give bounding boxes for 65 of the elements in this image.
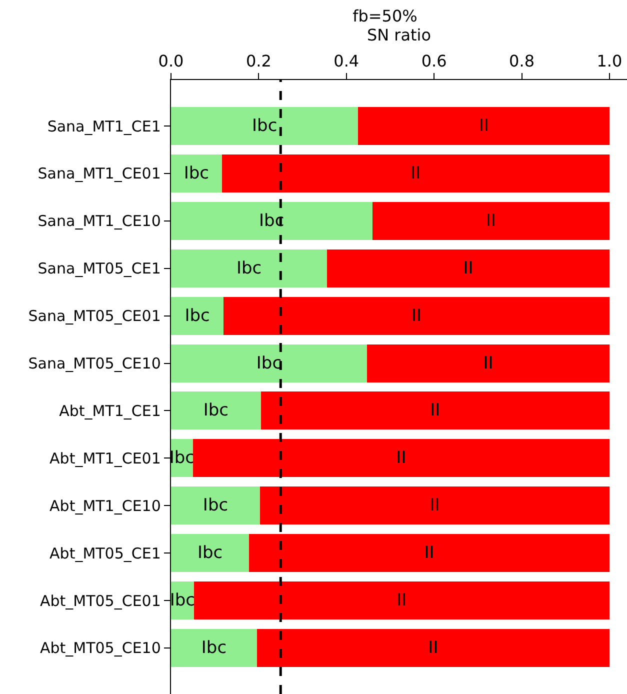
y-tick-label: Abt_MT1_CE01 bbox=[50, 449, 161, 468]
bar bbox=[372, 202, 610, 240]
text: II bbox=[428, 638, 438, 658]
text: II bbox=[412, 306, 422, 326]
bar bbox=[171, 296, 224, 335]
bar bbox=[358, 107, 610, 146]
y-tick-label: Sana_MT05_CE01 bbox=[28, 307, 161, 326]
text: II bbox=[486, 210, 496, 231]
bar bbox=[171, 628, 257, 667]
bar bbox=[171, 392, 261, 430]
text: II bbox=[396, 590, 407, 611]
bar bbox=[249, 534, 610, 572]
y-tick-label: Sana_MT05_CE1 bbox=[38, 260, 161, 278]
bar bbox=[224, 296, 610, 335]
text: Ibc bbox=[252, 116, 278, 136]
bar bbox=[171, 154, 222, 192]
y-tick-label: Abt_MT1_CE10 bbox=[50, 496, 161, 515]
bar bbox=[171, 107, 358, 146]
x-tick-label: 0.4 bbox=[334, 52, 360, 70]
bar bbox=[260, 486, 610, 525]
bar bbox=[171, 344, 367, 382]
bar bbox=[256, 628, 610, 667]
text: II bbox=[410, 163, 421, 184]
text: II bbox=[396, 448, 406, 468]
text: Ibc bbox=[197, 543, 223, 564]
text: Ibc bbox=[201, 638, 227, 658]
y-tick-label: Abt_MT05_CE01 bbox=[40, 592, 161, 610]
text: II bbox=[430, 400, 440, 421]
bar bbox=[171, 534, 250, 572]
text: II bbox=[463, 258, 474, 278]
text: II bbox=[483, 353, 494, 374]
bar bbox=[366, 344, 610, 382]
bar bbox=[260, 392, 610, 430]
text: Ibc bbox=[169, 448, 195, 468]
x-axis-title: SN ratio bbox=[366, 25, 432, 44]
text: Ibc bbox=[202, 496, 228, 516]
bar bbox=[192, 439, 610, 478]
y-tick-label: Sana_MT1_CE1 bbox=[47, 117, 161, 136]
x-tick-label: 0.0 bbox=[158, 52, 184, 70]
series-label: II bbox=[424, 543, 434, 564]
bar bbox=[171, 486, 260, 525]
bar bbox=[222, 154, 610, 192]
y-tick-label: Sana_MT05_CE10 bbox=[28, 354, 161, 373]
bar bbox=[171, 249, 328, 288]
x-tick-label: 1.0 bbox=[596, 52, 622, 70]
text: Ibc bbox=[184, 306, 210, 326]
text: Ibc bbox=[256, 353, 282, 374]
bar bbox=[327, 249, 610, 288]
text: Ibc bbox=[184, 163, 210, 184]
text: Ibc bbox=[236, 258, 262, 278]
x-tick-label: 0.2 bbox=[246, 52, 272, 70]
text: Ibc bbox=[203, 400, 229, 421]
y-tick-label: Sana_MT1_CE10 bbox=[38, 212, 161, 230]
x-tick-label: 0.8 bbox=[509, 52, 534, 70]
y-tick-label: Sana_MT1_CE01 bbox=[38, 164, 161, 183]
series-label: Ibc bbox=[170, 590, 195, 611]
bar bbox=[194, 582, 610, 620]
y-tick-label: Abt_MT05_CE10 bbox=[40, 639, 161, 658]
y-tick-label: Abt_MT1_CE1 bbox=[59, 402, 161, 420]
bar bbox=[171, 202, 372, 240]
text: II bbox=[478, 116, 489, 136]
x-tick-label: 0.6 bbox=[421, 52, 447, 70]
chart-title: fb=50% bbox=[352, 6, 418, 26]
y-tick-label: Abt_MT05_CE1 bbox=[50, 544, 161, 562]
text: II bbox=[430, 496, 440, 516]
